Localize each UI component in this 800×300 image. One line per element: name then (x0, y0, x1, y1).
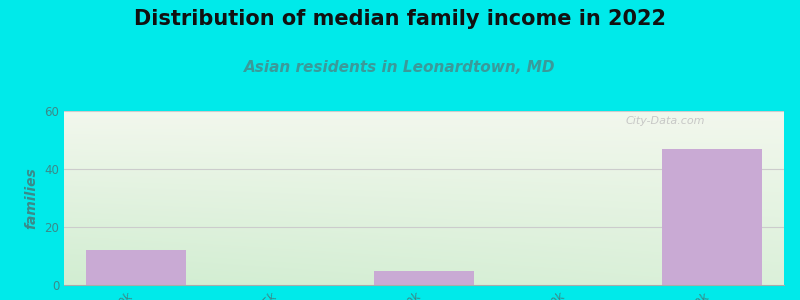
Bar (86, 250, 186, 285)
Bar (662, 149, 762, 285)
Text: City-Data.com: City-Data.com (626, 116, 705, 126)
Text: Distribution of median family income in 2022: Distribution of median family income in … (134, 9, 666, 29)
Text: Asian residents in Leonardtown, MD: Asian residents in Leonardtown, MD (244, 60, 556, 75)
Bar (374, 271, 474, 285)
Y-axis label: families: families (25, 167, 38, 229)
